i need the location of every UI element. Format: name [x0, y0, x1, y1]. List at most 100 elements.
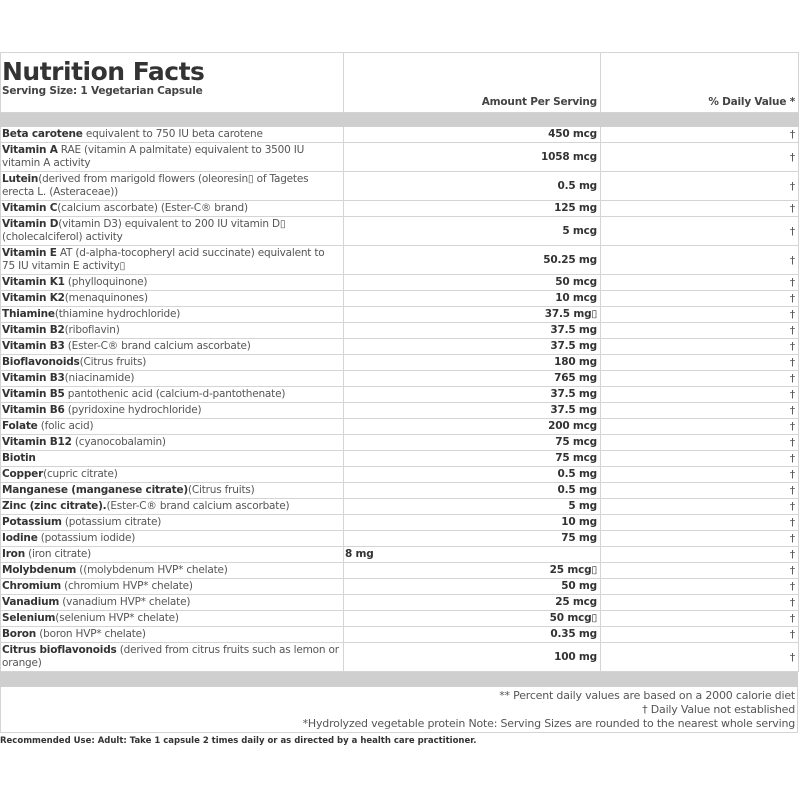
- nutrient-row: Vitamin B5 pantothenic acid (calcium-d-p…: [0, 386, 799, 403]
- nutrient-name-cell: Iron (iron citrate): [0, 546, 344, 563]
- daily-value: †: [600, 594, 799, 611]
- nutrient-row: Iron (iron citrate) 8 mg †: [0, 546, 799, 563]
- daily-value: †: [600, 402, 799, 419]
- nutrient-source: (chromium HVP* chelate): [60, 580, 193, 592]
- amount-per-serving: 8 mg: [343, 546, 601, 563]
- nutrient-source: (vitamin D3) equivalent to 200 IU vitami…: [2, 218, 286, 243]
- nutrient-name: Thiamine: [2, 308, 55, 320]
- daily-value: †: [600, 142, 799, 172]
- nutrient-row: Vitamin B12 (cyanocobalamin) 75 mcg †: [0, 434, 799, 451]
- nutrient-source: (pyridoxine hydrochloride): [64, 404, 202, 416]
- footnotes: ** Percent daily values are based on a 2…: [0, 686, 798, 733]
- amount-per-serving: 50 mg: [343, 578, 601, 595]
- amount-per-serving: 200 mcg: [343, 418, 601, 435]
- nutrient-name-cell: Vanadium (vanadium HVP* chelate): [0, 594, 344, 611]
- daily-value: †: [600, 354, 799, 371]
- amount-per-serving: 37.5 mg: [343, 402, 601, 419]
- nutrient-row: Thiamine(thiamine hydrochloride) 37.5 mg▯…: [0, 306, 799, 323]
- nutrient-name-cell: Vitamin B3(niacinamide): [0, 370, 344, 387]
- amount-per-serving: 0.5 mg: [343, 171, 601, 201]
- amount-per-serving: 765 mg: [343, 370, 601, 387]
- nutrient-name-cell: Vitamin D(vitamin D3) equivalent to 200 …: [0, 216, 344, 246]
- amount-per-serving: 10 mg: [343, 514, 601, 531]
- nutrient-source: (phylloquinone): [64, 276, 148, 288]
- nutrient-name-cell: Potassium (potassium citrate): [0, 514, 344, 531]
- nutrient-row: Vitamin E AT (d-alpha-tocopheryl acid su…: [0, 245, 799, 275]
- daily-value: †: [600, 450, 799, 467]
- nutrient-row: Vanadium (vanadium HVP* chelate) 25 mcg †: [0, 594, 799, 611]
- title-cell: Nutrition Facts Serving Size: 1 Vegetari…: [0, 52, 344, 113]
- daily-value: †: [600, 126, 799, 143]
- nutrient-source: (niacinamide): [64, 372, 135, 384]
- daily-value: †: [600, 482, 799, 499]
- nutrient-name-cell: Biotin: [0, 450, 344, 467]
- nutrient-name: Molybdenum: [2, 564, 77, 576]
- nutrient-source: equivalent to 750 IU beta carotene: [82, 128, 263, 140]
- nutrient-source: (Citrus fruits): [188, 484, 255, 496]
- nutrient-row: Zinc (zinc citrate).(Ester-C® brand calc…: [0, 498, 799, 515]
- nutrient-source: (folic acid): [37, 420, 94, 432]
- nutrient-row: Vitamin B3(niacinamide) 765 mg †: [0, 370, 799, 387]
- nutrient-name-cell: Bioflavonoids(Citrus fruits): [0, 354, 344, 371]
- nutrient-row: Chromium (chromium HVP* chelate) 50 mg †: [0, 578, 799, 595]
- nutrient-name: Vitamin E: [2, 247, 57, 259]
- nutrient-name-cell: Thiamine(thiamine hydrochloride): [0, 306, 344, 323]
- amount-per-serving: 125 mg: [343, 200, 601, 217]
- nutrient-name: Selenium: [2, 612, 56, 624]
- nutrient-row: Vitamin B3 (Ester-C® brand calcium ascor…: [0, 338, 799, 355]
- nutrient-name: Boron: [2, 628, 37, 640]
- amount-per-serving: 37.5 mg: [343, 322, 601, 339]
- nutrient-name-cell: Vitamin B6 (pyridoxine hydrochloride): [0, 402, 344, 419]
- daily-value: †: [600, 245, 799, 275]
- daily-value: †: [600, 578, 799, 595]
- nutrient-name: Lutein: [2, 173, 39, 185]
- serving-size: Serving Size: 1 Vegetarian Capsule: [2, 85, 203, 97]
- daily-value: †: [600, 434, 799, 451]
- nutrient-row: Iodine (potassium iodide) 75 mg †: [0, 530, 799, 547]
- nutrient-source: (Ester-C® brand calcium ascorbate): [106, 500, 290, 512]
- daily-value: †: [600, 530, 799, 547]
- daily-value: †: [600, 171, 799, 201]
- amount-per-serving: 10 mcg: [343, 290, 601, 307]
- nutrient-source: (Ester-C® brand calcium ascorbate): [64, 340, 251, 352]
- nutrient-source: (selenium HVP* chelate): [55, 612, 179, 624]
- amount-per-serving: 0.5 mg: [343, 482, 601, 499]
- daily-value-header: % Daily Value *: [600, 52, 799, 113]
- nutrient-row: Bioflavonoids(Citrus fruits) 180 mg †: [0, 354, 799, 371]
- amount-per-serving: 0.5 mg: [343, 466, 601, 483]
- nutrient-name: Citrus bioflavonoids: [2, 644, 117, 656]
- amount-per-serving: 1058 mcg: [343, 142, 601, 172]
- daily-value: †: [600, 546, 799, 563]
- daily-value: †: [600, 498, 799, 515]
- amount-per-serving: 25 mcg: [343, 594, 601, 611]
- nutrient-name: Vitamin B2: [2, 324, 65, 336]
- recommended-use: Recommended Use: Adult: Take 1 capsule 2…: [0, 736, 477, 746]
- amount-per-serving: 50.25 mg: [343, 245, 601, 275]
- nutrient-source: (derived from marigold flowers (oleoresi…: [2, 173, 309, 198]
- nutrient-name: Potassium: [2, 516, 62, 528]
- nutrient-source: (vanadium HVP* chelate): [59, 596, 191, 608]
- nutrient-name-cell: Vitamin B2(riboflavin): [0, 322, 344, 339]
- nutrient-name-cell: Citrus bioflavonoids (derived from citru…: [0, 642, 344, 672]
- amount-per-serving: 37.5 mg: [343, 386, 601, 403]
- nutrient-source: (riboflavin): [64, 324, 120, 336]
- daily-value: †: [600, 338, 799, 355]
- nutrient-row: Manganese (manganese citrate)(Citrus fru…: [0, 482, 799, 499]
- nutrient-row: Folate (folic acid) 200 mcg †: [0, 418, 799, 435]
- nutrient-name: Vitamin B6: [2, 404, 65, 416]
- header-row: Nutrition Facts Serving Size: 1 Vegetari…: [0, 52, 799, 113]
- nutrient-source: pantothenic acid (calcium-d-pantothenate…: [64, 388, 286, 400]
- amount-per-serving: 50 mcg: [343, 274, 601, 291]
- amount-per-serving: 450 mcg: [343, 126, 601, 143]
- nutrient-source: (potassium iodide): [37, 532, 136, 544]
- nutrient-name: Vitamin B3: [2, 340, 65, 352]
- nutrient-row: Vitamin K1 (phylloquinone) 50 mcg †: [0, 274, 799, 291]
- nutrient-source: RAE (vitamin A palmitate) equivalent to …: [2, 144, 305, 169]
- nutrient-name: Bioflavonoids: [2, 356, 80, 368]
- footnote-dagger: † Daily Value not established: [642, 703, 795, 716]
- amount-per-serving: 75 mg: [343, 530, 601, 547]
- nutrient-row: Vitamin K2(menaquinones) 10 mcg †: [0, 290, 799, 307]
- amount-per-serving: 100 mg: [343, 642, 601, 672]
- amount-per-serving: 5 mcg: [343, 216, 601, 246]
- amount-per-serving-header: Amount Per Serving: [343, 52, 601, 113]
